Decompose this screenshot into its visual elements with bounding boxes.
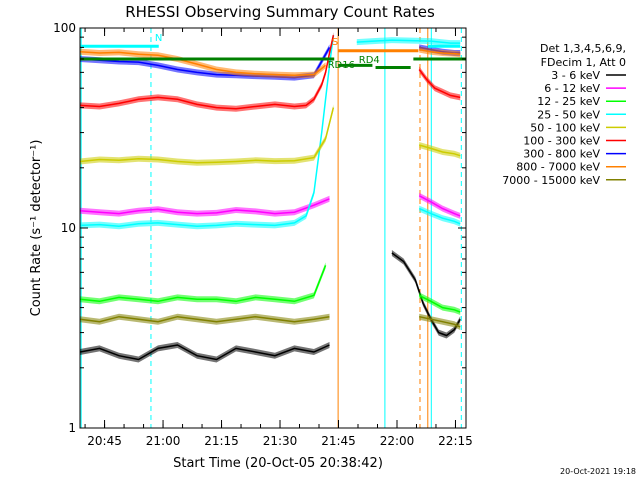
chart-title: RHESSI Observing Summary Count Rates — [125, 3, 435, 21]
legend-label: 6 - 12 keV — [544, 82, 600, 95]
x-tick-label: 21:30 — [263, 434, 298, 448]
legend-label: 3 - 6 keV — [551, 69, 600, 82]
series-25-50-keV-kev — [79, 32, 461, 230]
series-line — [419, 315, 461, 328]
series-line — [79, 107, 335, 164]
x-tick-label: 22:00 — [380, 434, 415, 448]
y-tick-label: 1 — [68, 421, 76, 435]
annotation-rd16: RD16 — [328, 60, 355, 71]
x-axis-label: Start Time (20-Oct-05 20:38:42) — [173, 456, 383, 471]
y-tick-label: 100 — [53, 21, 76, 35]
legend-label: 25 - 50 keV — [537, 108, 600, 121]
series-band — [356, 37, 461, 47]
series-line — [418, 294, 461, 313]
x-tick-label: 21:00 — [146, 434, 181, 448]
series-line — [79, 35, 335, 228]
series-line — [418, 195, 461, 217]
legend-header-line-1: Det 1,3,4,5,6,9, — [540, 42, 626, 55]
legend-label: 100 - 300 keV — [523, 135, 600, 148]
x-tick-label: 20:45 — [87, 434, 122, 448]
series-line — [79, 265, 327, 303]
series-band — [419, 205, 461, 227]
series-line — [79, 198, 330, 215]
series-7000-15000-keV-kev — [79, 313, 461, 330]
series-band — [80, 48, 326, 79]
annotation-rd4: RD4 — [359, 55, 380, 66]
plot-area: RD16 RD4 S N — [79, 28, 466, 428]
axis-ticks: 20:45 21:00 21:15 21:30 21:45 22:00 22:15 1 10 10… — [53, 21, 473, 448]
legend-label: 800 - 7000 keV — [516, 161, 600, 174]
x-tick-label: 22:15 — [438, 434, 473, 448]
series-band — [391, 250, 461, 339]
series-line — [79, 315, 330, 323]
series-100-300-keV-kev — [79, 32, 461, 112]
legend-label: 7000 - 15000 keV — [502, 174, 600, 187]
legend: Det 1,3,4,5,6,9, FDecim 1, Att 0 3 - 6 k… — [502, 42, 626, 187]
y-axis-label: Count Rate (s⁻¹ detector⁻¹) — [29, 140, 44, 317]
series-line — [418, 207, 461, 225]
annotation-s: S — [332, 37, 338, 48]
series-12-25-keV-kev — [79, 262, 461, 315]
legend-label: 300 - 800 keV — [523, 148, 600, 161]
series-800-7000-keV-kev — [79, 46, 461, 79]
series-line — [418, 69, 461, 99]
legend-label: 50 - 100 keV — [530, 121, 600, 134]
series-6-12-keV-kev — [79, 192, 461, 219]
series-band — [80, 195, 330, 217]
series-line — [79, 51, 327, 77]
annotation-n: N — [155, 33, 162, 44]
series-line — [79, 344, 330, 361]
series-line — [356, 39, 461, 44]
series-50-100-keV-kev — [79, 104, 461, 166]
x-tick-label: 21:45 — [321, 434, 356, 448]
series-line — [419, 48, 461, 55]
legend-header-line-2: FDecim 1, Att 0 — [541, 56, 626, 69]
x-tick-label: 21:15 — [204, 434, 239, 448]
y-tick-label: 10 — [61, 221, 76, 235]
legend-label: 12 - 25 keV — [537, 95, 600, 108]
series-line — [418, 144, 461, 157]
timestamp: 20-Oct-2021 19:18 — [560, 467, 636, 476]
series-band — [419, 46, 461, 58]
series-line — [79, 35, 335, 110]
series-band — [419, 313, 461, 330]
series-band — [80, 313, 330, 325]
